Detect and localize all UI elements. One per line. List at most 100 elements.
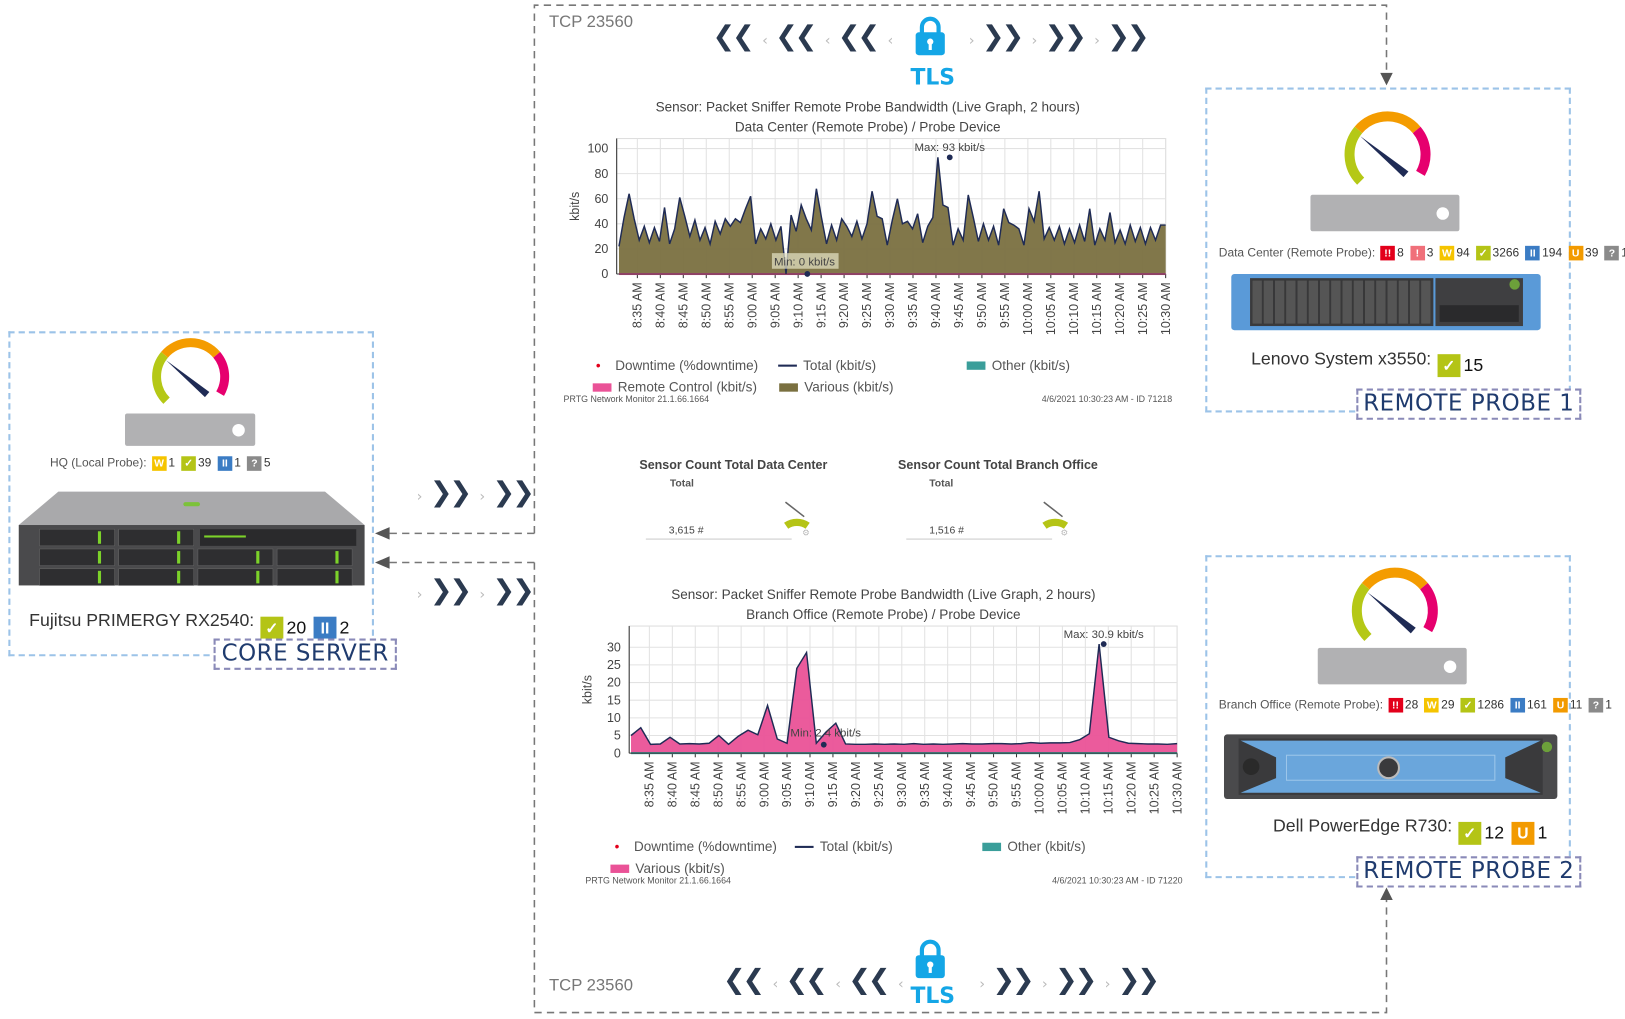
status-ok-count: 15 <box>1463 355 1484 376</box>
x-tick-label: 10:25 AM <box>1136 282 1150 335</box>
x-tick-label: 10:20 AM <box>1113 282 1127 335</box>
core-server-box <box>8 331 374 657</box>
x-tick-label: 8:50 AM <box>699 282 713 328</box>
status-ok-count: 12 <box>1484 822 1505 843</box>
x-tick-label: 8:45 AM <box>676 282 690 328</box>
status-alarm-count: 3 <box>1426 246 1434 260</box>
status-unknown-icon[interactable]: ? <box>247 456 262 471</box>
status-paused-icon[interactable]: II <box>313 616 337 640</box>
x-tick-label: 9:50 AM <box>987 761 1001 807</box>
x-tick-label: 9:15 AM <box>826 761 840 807</box>
x-tick-label: 8:45 AM <box>688 761 702 807</box>
status-paused-icon[interactable]: II <box>217 456 233 471</box>
legend-item: Other (kbit/s) <box>982 839 1086 854</box>
gauge-value: 1,516 # <box>906 525 1053 540</box>
status-unusual-icon[interactable]: U <box>1553 697 1568 713</box>
x-tick-label: 8:35 AM <box>631 282 645 328</box>
lenovo-device[interactable]: Lenovo System x3550: ✓ 15 <box>1251 342 1485 378</box>
status-critical-icon[interactable]: !! <box>1380 245 1396 261</box>
legend-item: Remote Control (kbit/s) <box>592 379 757 395</box>
status-ok-icon[interactable]: ✓ <box>1475 245 1491 261</box>
x-tick-label: 9:20 AM <box>837 282 851 328</box>
chart-title: Sensor: Packet Sniffer Remote Probe Band… <box>671 586 1096 603</box>
chevrons-right-icon: › ❯❯ › ❯❯ <box>416 575 535 607</box>
status-ok-icon[interactable]: ✓ <box>260 616 284 640</box>
status-ok-icon[interactable]: ✓ <box>1437 354 1461 378</box>
chevrons-left-icon: ❮❮ ‹ ❮❮ ‹ ❮❮ ‹ <box>712 20 893 53</box>
line-series-total <box>630 643 1178 746</box>
x-tick-label: 9:05 AM <box>780 761 794 807</box>
arrow-left-icon <box>375 527 390 540</box>
gauge-title: Sensor Count Total Data Center <box>639 457 828 472</box>
x-tick-label: 10:00 AM <box>1021 282 1035 335</box>
x-tick-label: 9:25 AM <box>860 282 874 328</box>
status-ok-icon[interactable]: ✓ <box>181 456 196 471</box>
status-ok-count: 1286 <box>1477 698 1505 712</box>
x-tick-label: 9:00 AM <box>757 761 771 807</box>
status-warning-icon[interactable]: W <box>1424 697 1440 713</box>
annotation-label: Min: 2.4 kbit/s <box>790 727 861 739</box>
status-unknown-count: 5 <box>263 457 271 470</box>
status-ok-icon[interactable]: ✓ <box>1458 821 1482 845</box>
arrow-up-icon <box>1380 887 1393 901</box>
branch-office-probe-status[interactable]: Branch Office (Remote Probe): !! 28 W 29 ✓ 12… <box>1219 697 1614 713</box>
status-critical-count: 28 <box>1404 698 1419 712</box>
status-ok-icon[interactable]: ✓ <box>1460 697 1476 713</box>
x-tick-label: 10:15 AM <box>1090 282 1104 335</box>
svg-text:⚙: ⚙ <box>1060 527 1067 537</box>
annotation-background <box>771 253 839 269</box>
arrow-left-icon <box>375 556 390 569</box>
x-tick-label: 10:00 AM <box>1033 761 1047 814</box>
chart-subtitle: Branch Office (Remote Probe) / Probe Dev… <box>746 606 1021 622</box>
tls-label-bottom: TLS <box>910 983 956 1009</box>
status-unusual-icon[interactable]: U <box>1511 821 1535 845</box>
status-paused-icon[interactable]: II <box>1525 245 1541 261</box>
y-tick-label: 0 <box>601 267 608 281</box>
status-warning-icon[interactable]: W <box>1439 245 1455 261</box>
status-unknown-icon[interactable]: ? <box>1604 245 1620 261</box>
x-tick-label: 10:25 AM <box>1147 761 1161 814</box>
status-paused-icon[interactable]: II <box>1510 697 1525 713</box>
area-series-remote <box>618 272 1166 276</box>
y-tick-label: 60 <box>594 192 608 206</box>
status-critical-icon[interactable]: !! <box>1388 697 1403 713</box>
status-unusual-count: 11 <box>1569 698 1583 712</box>
y-tick-label: 5 <box>614 729 621 743</box>
legend-item: Total (kbit/s) <box>778 357 876 373</box>
area-series-other <box>631 752 1178 755</box>
status-unknown-icon[interactable]: ? <box>1588 697 1604 713</box>
status-unusual-icon[interactable]: U <box>1568 245 1583 261</box>
legend-item: • Downtime (%downtime) <box>614 838 777 855</box>
status-paused-count: 161 <box>1526 698 1547 712</box>
status-unusual-count: 1 <box>1537 822 1548 843</box>
x-tick-label: 8:55 AM <box>734 761 748 807</box>
data-center-probe-status[interactable]: Data Center (Remote Probe): !! 8! 3 W 94 ✓ 326… <box>1219 245 1625 261</box>
lock-icon <box>915 16 945 56</box>
x-tick-label: 9:45 AM <box>964 761 978 807</box>
x-tick-label: 10:10 AM <box>1079 761 1093 814</box>
arrow-down-icon <box>1380 72 1393 86</box>
y-tick-label: 0 <box>614 746 621 760</box>
area-series-various <box>631 644 1178 754</box>
annotation-marker <box>820 741 827 748</box>
x-tick-label: 10:10 AM <box>1067 282 1081 335</box>
status-paused-count: 194 <box>1542 246 1563 260</box>
status-warning-icon[interactable]: W <box>151 456 167 471</box>
core-server-tag: CORE SERVER <box>213 638 397 670</box>
device-name: Dell PowerEdge R730: <box>1272 815 1453 836</box>
fujitsu-device[interactable]: Fujitsu PRIMERGY RX2540: ✓ 20 II 2 <box>29 602 351 640</box>
x-tick-label: 10:05 AM <box>1056 761 1070 814</box>
remote-probe-2-tag: REMOTE PROBE 2 <box>1356 856 1582 888</box>
status-warning-count: 94 <box>1456 246 1470 260</box>
dell-device[interactable]: Dell PowerEdge R730: ✓ 12 U 1 <box>1273 807 1549 845</box>
x-tick-label: 9:20 AM <box>849 761 863 807</box>
annotation-marker <box>1100 641 1107 647</box>
status-alarm-icon[interactable]: ! <box>1410 245 1425 261</box>
x-tick-label: 9:55 AM <box>998 282 1012 328</box>
status-paused-count: 2 <box>339 617 350 638</box>
x-tick-label: 9:55 AM <box>1010 761 1024 807</box>
remote-probe-1-tag: REMOTE PROBE 1 <box>1356 388 1582 420</box>
chart-footer-timestamp: 4/6/2021 10:30:23 AM - ID 71218 <box>1041 393 1173 405</box>
x-tick-label: 9:50 AM <box>975 282 989 328</box>
hq-probe-status[interactable]: HQ (Local Probe): W 1 ✓ 39 II 1? 5 <box>50 456 273 471</box>
